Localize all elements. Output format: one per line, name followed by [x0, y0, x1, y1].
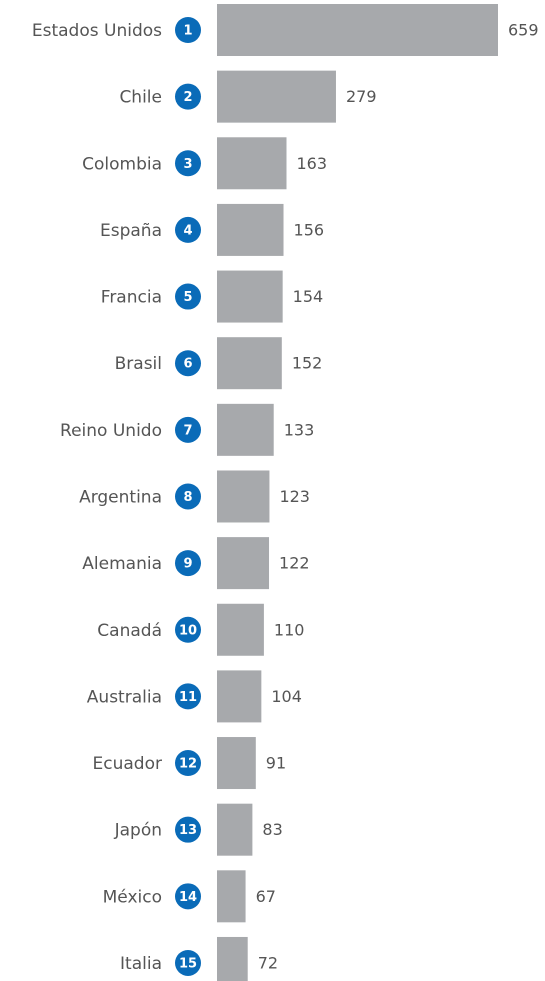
rank-label: 12	[179, 757, 197, 772]
bar	[217, 870, 246, 923]
rank-badge	[175, 150, 201, 177]
rank-label: 4	[183, 223, 192, 238]
rank-badge	[175, 550, 201, 577]
rank-label: 14	[179, 890, 197, 905]
category-label: Colombia	[82, 154, 162, 174]
bar	[217, 337, 282, 390]
rank-label: 7	[183, 423, 192, 438]
value-label: 91	[266, 754, 286, 773]
rank-badge	[175, 17, 201, 43]
rank-badge	[175, 283, 201, 310]
rank-label: 15	[179, 956, 197, 971]
value-label: 123	[279, 487, 310, 506]
value-label: 659	[508, 21, 539, 40]
rank-label: 3	[183, 157, 192, 172]
rank-badge	[175, 750, 201, 777]
category-label: Japón	[114, 821, 162, 841]
rank-label: 2	[183, 90, 192, 105]
value-label: 152	[292, 354, 323, 373]
bar	[217, 70, 336, 123]
bar	[217, 803, 253, 856]
category-label: Reino Unido	[60, 421, 162, 441]
value-label: 104	[271, 687, 302, 706]
value-label: 67	[256, 887, 276, 906]
rank-badge	[175, 350, 201, 377]
value-label: 163	[297, 154, 328, 173]
value-label: 83	[262, 820, 282, 839]
bar	[217, 403, 274, 456]
category-label: Alemania	[82, 554, 162, 574]
category-label: Italia	[120, 954, 162, 974]
value-label: 72	[258, 953, 278, 972]
rank-label: 11	[179, 690, 197, 705]
rank-badge	[175, 416, 201, 443]
category-label: Ecuador	[93, 754, 162, 774]
bar	[217, 4, 498, 56]
category-label: Canadá	[97, 621, 162, 641]
rank-badge	[175, 816, 201, 843]
rank-badge	[175, 883, 201, 910]
value-label: 133	[284, 420, 315, 439]
rank-badge	[175, 216, 201, 243]
value-label: 110	[274, 620, 305, 639]
category-label: Argentina	[79, 487, 162, 507]
category-label: Australia	[87, 687, 162, 707]
bar	[217, 737, 256, 790]
rank-badge	[175, 683, 201, 710]
bar	[217, 270, 283, 323]
rank-label: 5	[183, 290, 192, 305]
bar	[217, 470, 270, 523]
bar	[217, 137, 287, 190]
category-label: Brasil	[115, 354, 162, 374]
value-label: 156	[294, 220, 325, 239]
rank-badge	[175, 949, 201, 976]
rank-label: 1	[183, 24, 192, 39]
category-label: Chile	[119, 88, 162, 108]
rank-label: 13	[179, 823, 197, 838]
category-label: Francia	[101, 288, 162, 308]
rank-label: 10	[179, 623, 197, 638]
value-label: 154	[293, 287, 324, 306]
rank-label: 6	[183, 357, 192, 372]
rank-badge	[175, 616, 201, 643]
category-label: España	[100, 221, 162, 241]
category-label: Estados Unidos	[32, 21, 162, 41]
rank-label: 9	[183, 557, 192, 572]
bar	[217, 603, 264, 656]
rank-badge	[175, 483, 201, 510]
bar	[217, 670, 262, 723]
bar	[217, 936, 248, 981]
rank-label: 8	[183, 490, 192, 505]
bar	[217, 203, 284, 256]
rank-badge	[175, 83, 201, 110]
value-label: 279	[346, 87, 377, 106]
category-label: México	[103, 887, 162, 907]
bar	[217, 537, 270, 590]
value-label: 122	[279, 554, 310, 573]
